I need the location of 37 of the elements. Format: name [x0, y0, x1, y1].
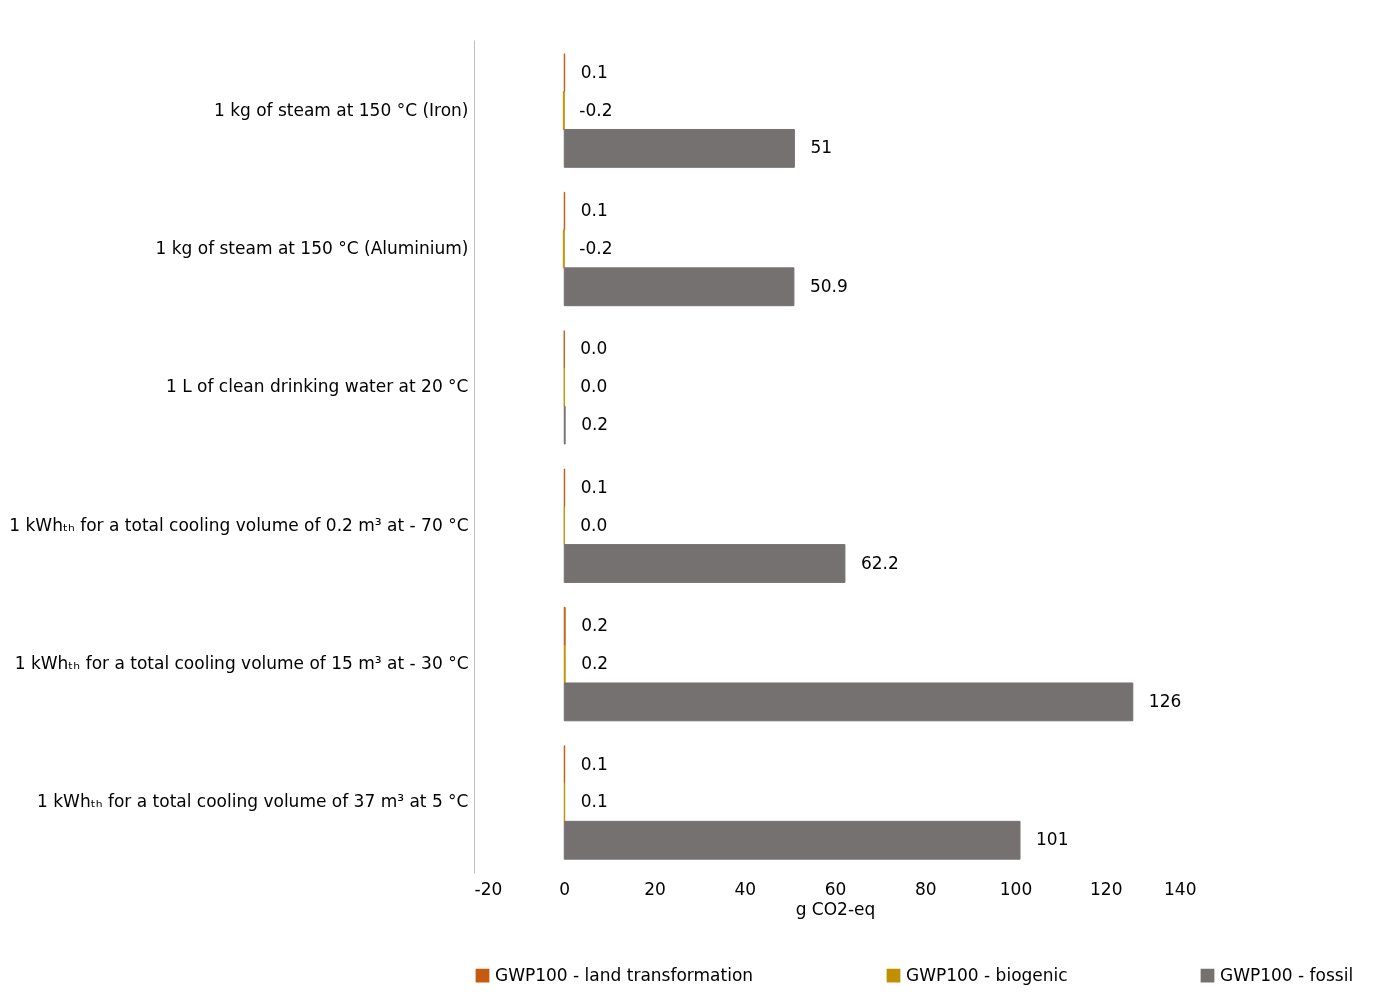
data-label: 0.2	[581, 653, 609, 674]
x-tick-label: 0	[559, 878, 571, 899]
data-label: 126	[1148, 690, 1182, 711]
x-axis-title: g CO2-eq	[795, 898, 876, 919]
data-label: 0.2	[581, 615, 609, 636]
y-tick-label: 1 kg of steam at 150 °C (Iron)	[213, 99, 469, 120]
data-label: 101	[1036, 829, 1069, 850]
legend-label: GWP100 - land transformation	[495, 964, 754, 985]
x-tick-label: 40	[734, 878, 757, 899]
data-label: 0.0	[580, 514, 608, 535]
y-tick-label: 1 kWhₜₕ for a total cooling volume of 37 m³ at 5 °C	[37, 791, 469, 812]
data-label: 0.1	[580, 791, 608, 812]
data-label: 0.2	[581, 414, 609, 435]
y-tick-label: 1 L of clean drinking water at 20 °C	[165, 376, 469, 397]
data-label: 0.1	[580, 753, 608, 774]
data-label: 0.1	[580, 476, 608, 497]
data-label: 0.0	[580, 376, 608, 397]
legend-label: GWP100 - fossil	[1220, 964, 1354, 985]
data-label: 0.1	[580, 200, 608, 221]
x-tick-label: -20	[474, 878, 503, 899]
data-label: -0.2	[579, 237, 613, 258]
x-tick-label: 60	[824, 878, 847, 899]
y-tick-label: 1 kWhₜₕ for a total cooling volume of 0.2 m³ at - 70 °C	[9, 514, 469, 535]
data-label: 0.0	[580, 338, 608, 359]
data-label: 51	[810, 137, 833, 158]
y-tick-label: 1 kWhₜₕ for a total cooling volume of 15 m³ at - 30 °C	[14, 653, 469, 674]
x-tick-label: 120	[1090, 878, 1123, 899]
x-tick-label: 20	[644, 878, 666, 899]
data-label: 0.1	[580, 61, 608, 82]
data-label: 50.9	[809, 275, 848, 296]
y-tick-label: 1 kg of steam at 150 °C (Aluminium)	[155, 237, 469, 258]
data-label: 62.2	[860, 552, 899, 573]
x-tick-label: 140	[1164, 878, 1197, 899]
x-tick-label: 80	[914, 878, 937, 899]
x-tick-label: 100	[999, 878, 1033, 899]
data-label: -0.2	[579, 99, 613, 120]
legend-label: GWP100 - biogenic	[906, 964, 1068, 985]
